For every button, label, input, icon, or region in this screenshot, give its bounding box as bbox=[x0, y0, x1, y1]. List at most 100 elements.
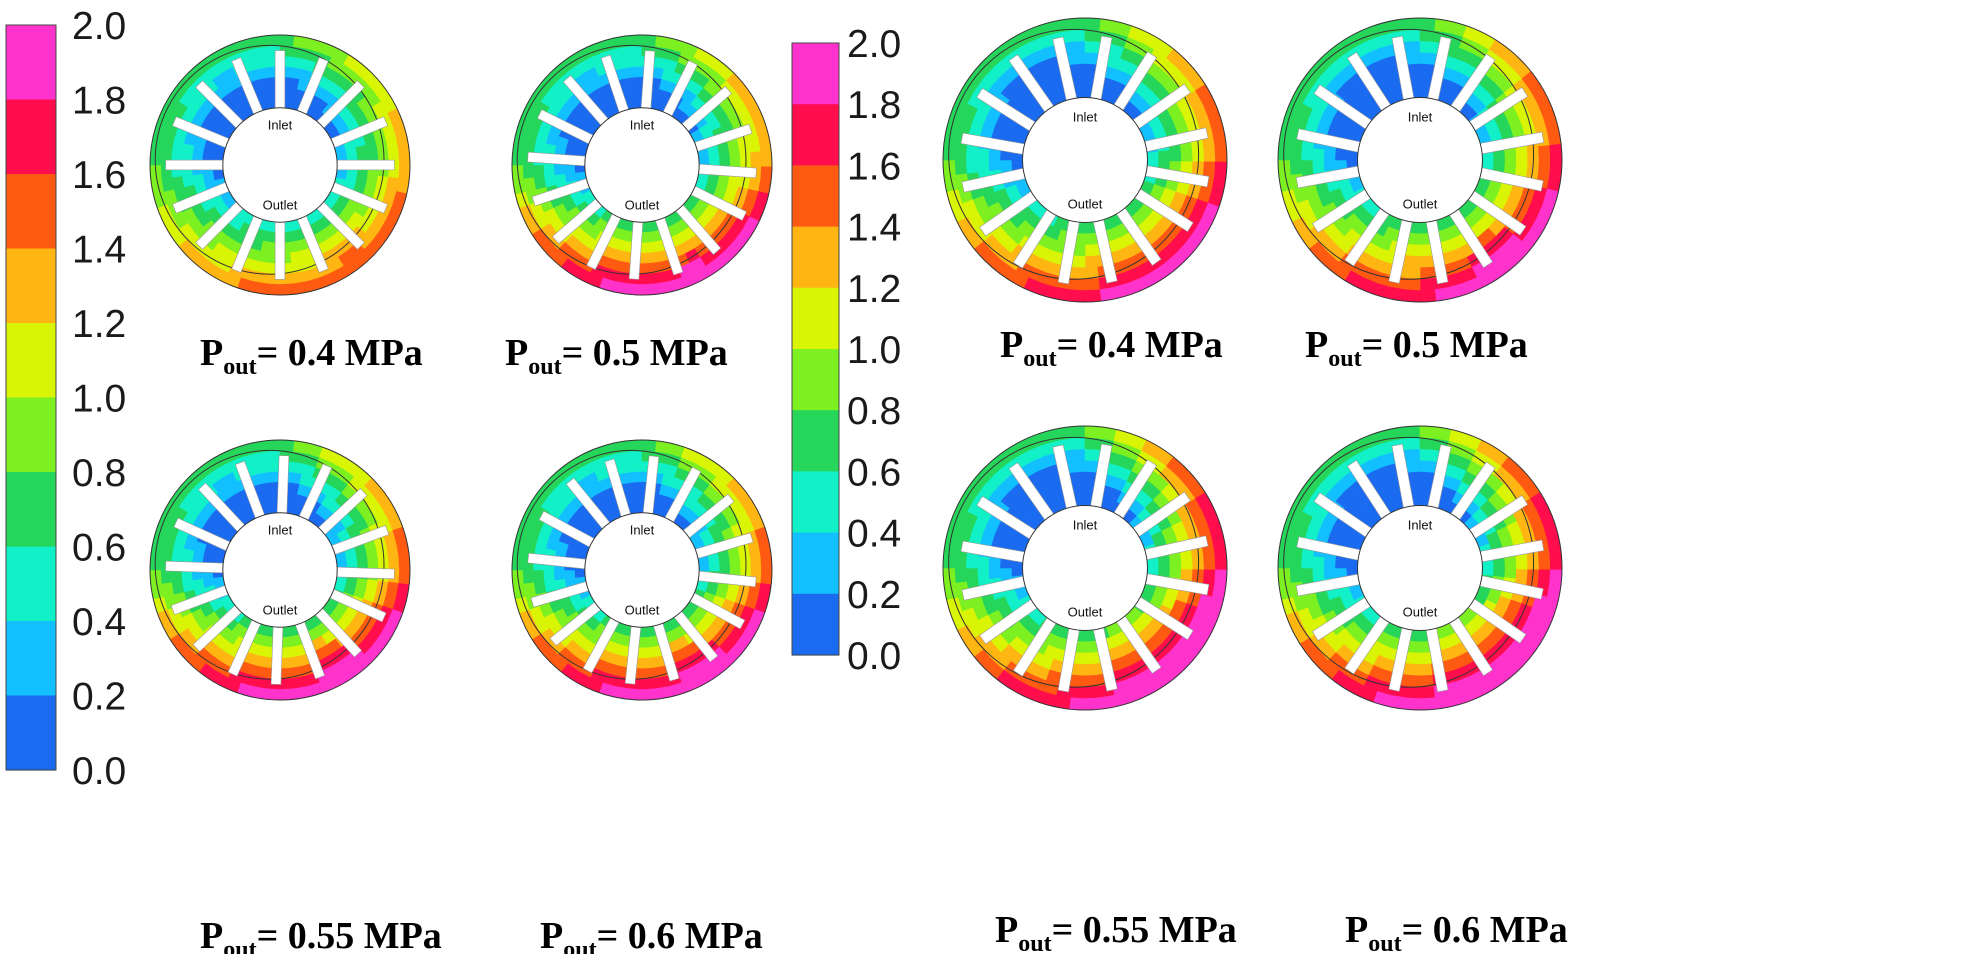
caption-right-06: Pout= 0.6 MPa bbox=[1345, 909, 1568, 954]
colorbar-tick-label: 0.8 bbox=[72, 452, 126, 495]
contour-cell bbox=[640, 283, 657, 296]
contour-cell bbox=[1300, 158, 1314, 174]
contour-cell bbox=[1418, 652, 1432, 665]
contour-cell bbox=[1407, 51, 1422, 65]
contour-cell bbox=[1158, 558, 1171, 570]
contour-cell bbox=[522, 568, 534, 584]
contour-ring-5: Inlet Outlet bbox=[942, 17, 1228, 303]
contour-cell bbox=[1083, 663, 1098, 677]
colorbar-band bbox=[792, 226, 839, 289]
contour-cell bbox=[640, 636, 652, 649]
contour-cell bbox=[1070, 437, 1087, 450]
colorbar-band bbox=[6, 248, 56, 324]
caption-symbol: P bbox=[505, 332, 528, 374]
caption-left-06: Pout= 0.6 MPa bbox=[540, 915, 763, 954]
contour-cell bbox=[1289, 158, 1302, 175]
contour-cell bbox=[278, 688, 295, 701]
contour-cell bbox=[698, 562, 710, 572]
contour-cell bbox=[1323, 158, 1336, 172]
contour-cell bbox=[542, 568, 555, 582]
colorbar-band bbox=[792, 410, 839, 472]
contour-cell bbox=[1323, 566, 1336, 580]
contour-cell bbox=[1403, 17, 1422, 31]
colorbar-tick-label: 1.8 bbox=[72, 80, 126, 123]
caption-symbol: P bbox=[1345, 909, 1368, 951]
contour-cell bbox=[398, 555, 411, 572]
contour-cell bbox=[1405, 437, 1422, 450]
vane bbox=[274, 50, 286, 111]
caption-symbol: P bbox=[1000, 324, 1023, 366]
colorbar-tick-label: 0.0 bbox=[72, 750, 126, 793]
contour-cell bbox=[976, 158, 990, 173]
contour-cell bbox=[999, 158, 1012, 170]
inlet-label: Inlet bbox=[268, 118, 293, 133]
caption-right-05: Pout= 0.5 MPa bbox=[1305, 324, 1528, 372]
contour-cell bbox=[1083, 233, 1095, 246]
contour-cell bbox=[553, 163, 565, 176]
contour-cell bbox=[1180, 555, 1194, 570]
contour-cell bbox=[627, 439, 644, 452]
contour-cell bbox=[1073, 63, 1087, 76]
contour-cell bbox=[1405, 29, 1422, 42]
contour-cell bbox=[1504, 148, 1517, 162]
contour-cell bbox=[1083, 289, 1102, 303]
contour-cell bbox=[1203, 553, 1216, 570]
colorbar-band bbox=[6, 174, 56, 250]
contour-cell bbox=[1083, 278, 1100, 291]
colorbar-band bbox=[6, 621, 56, 697]
colorbar-band bbox=[792, 349, 839, 411]
contour-cell bbox=[976, 566, 990, 581]
contour-cell bbox=[398, 150, 411, 167]
contour-cell bbox=[553, 568, 565, 581]
colorbar-tick-label: 1.0 bbox=[72, 378, 126, 421]
inlet-label: Inlet bbox=[268, 523, 293, 538]
contour-ring-6: Inlet Outlet bbox=[1277, 17, 1563, 303]
contour-cell bbox=[632, 491, 644, 504]
contour-cell bbox=[1311, 158, 1325, 173]
contour-cell bbox=[1406, 40, 1422, 54]
inlet-label: Inlet bbox=[1408, 109, 1433, 124]
caption-subscript: out bbox=[1328, 346, 1361, 372]
colorbar-band bbox=[6, 695, 56, 771]
contour-cell bbox=[1300, 566, 1314, 582]
caption-left-04: Pout= 0.4 MPa bbox=[200, 332, 423, 380]
caption-value: = 0.5 MPa bbox=[562, 332, 728, 374]
contour-cell bbox=[1083, 629, 1094, 643]
contour-cell bbox=[1410, 482, 1422, 495]
colorbar-band bbox=[6, 397, 56, 473]
contour-cell bbox=[1146, 559, 1160, 570]
contour-cell bbox=[278, 283, 295, 296]
colorbar-tick-label: 1.2 bbox=[72, 303, 126, 346]
contour-cell bbox=[1549, 143, 1563, 162]
inlet-label: Inlet bbox=[630, 523, 655, 538]
colorbar-tick-label: 1.4 bbox=[847, 207, 901, 250]
caption-subscript: out bbox=[223, 354, 256, 380]
contour-cell bbox=[1075, 482, 1087, 495]
contour-cell bbox=[532, 163, 545, 178]
contour-cell bbox=[1068, 425, 1087, 439]
contour-cell bbox=[1071, 40, 1087, 54]
contour-cell bbox=[631, 76, 644, 88]
contour-cell bbox=[1214, 143, 1228, 162]
caption-value: = 0.6 MPa bbox=[597, 915, 763, 954]
inlet-label: Inlet bbox=[1073, 109, 1098, 124]
caption-left-05: Pout= 0.5 MPa bbox=[505, 332, 728, 380]
contour-cell bbox=[1169, 148, 1182, 162]
contour-cell bbox=[1515, 147, 1529, 162]
caption-subscript: out bbox=[563, 937, 596, 954]
contour-cell bbox=[630, 65, 644, 78]
caption-value: = 0.5 MPa bbox=[1362, 324, 1528, 366]
contour-ring-3: Inlet Outlet bbox=[149, 439, 411, 701]
contour-cell bbox=[1146, 151, 1160, 162]
colorbar-tick-label: 1.0 bbox=[847, 329, 901, 372]
outer-boundary bbox=[511, 34, 773, 296]
contour-cell bbox=[708, 155, 721, 167]
contour-cell bbox=[719, 559, 731, 572]
contour-cell bbox=[1072, 51, 1087, 65]
caption-subscript: out bbox=[1018, 931, 1051, 954]
contour-cell bbox=[988, 158, 1001, 172]
vane bbox=[165, 560, 226, 574]
contour-cell bbox=[965, 566, 979, 582]
contour-cell bbox=[640, 688, 657, 701]
contour-cell bbox=[640, 626, 650, 638]
